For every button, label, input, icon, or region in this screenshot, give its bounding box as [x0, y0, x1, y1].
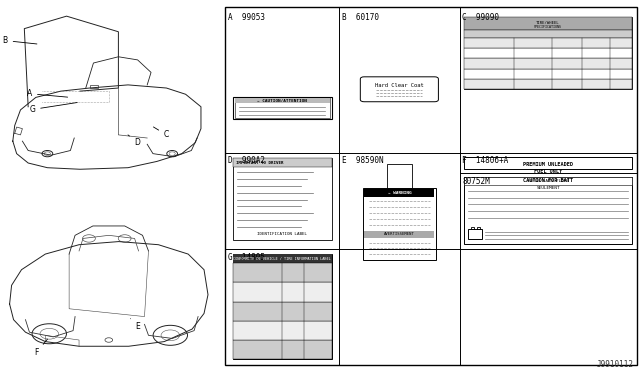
Bar [90, 85, 98, 88]
Text: A  99053: A 99053 [228, 13, 265, 22]
Text: D  990A2: D 990A2 [228, 156, 265, 165]
Bar [362, 188, 436, 260]
Text: F: F [35, 339, 47, 357]
Bar [225, 7, 637, 365]
Bar [464, 79, 632, 89]
Text: Hard Clear Coat: Hard Clear Coat [375, 83, 424, 88]
Bar [464, 177, 632, 185]
Bar [464, 17, 632, 89]
Bar [464, 48, 632, 58]
Text: B  60170: B 60170 [342, 13, 379, 22]
Text: SPECIFICATIONS: SPECIFICATIONS [534, 25, 562, 29]
Bar [471, 227, 474, 229]
Text: D: D [128, 135, 140, 147]
Text: CONFORMITE DE VEHICLE / TIRE INFORMATION LABEL: CONFORMITE DE VEHICLE / TIRE INFORMATION… [234, 257, 331, 261]
Text: IDENTIFICATION LABEL: IDENTIFICATION LABEL [257, 232, 307, 236]
Text: SUPER SANS PLOMB: SUPER SANS PLOMB [527, 179, 569, 183]
Bar [464, 30, 632, 38]
Text: G: G [29, 103, 77, 114]
Text: E  98590N: E 98590N [342, 156, 383, 165]
Bar [233, 282, 332, 302]
Bar [233, 302, 332, 321]
Text: CAUTION FOR BATT: CAUTION FOR BATT [523, 178, 573, 183]
Bar [233, 158, 332, 240]
Bar [235, 98, 330, 103]
Text: IMPORTANT TO DRIVER: IMPORTANT TO DRIVER [236, 161, 284, 164]
Bar [387, 164, 412, 188]
Text: G  14805: G 14805 [228, 253, 265, 262]
Bar [233, 158, 332, 167]
Bar [464, 177, 632, 244]
Bar [365, 231, 435, 238]
Bar [464, 69, 632, 79]
Bar [464, 38, 632, 48]
Text: PREMIUM UNLEADED: PREMIUM UNLEADED [523, 162, 573, 167]
Text: C: C [154, 127, 169, 139]
Bar [464, 17, 632, 30]
Bar [233, 97, 332, 119]
Text: ⚠ CAUTION/ATTENTION: ⚠ CAUTION/ATTENTION [257, 99, 307, 103]
Bar [233, 254, 332, 263]
Text: AVERTISSEMENT: AVERTISSEMENT [384, 232, 415, 236]
Text: TIRE/WHEEL: TIRE/WHEEL [536, 22, 560, 25]
Bar [464, 157, 632, 169]
Bar [233, 321, 332, 340]
Bar [464, 58, 632, 69]
Text: B: B [3, 36, 37, 45]
Bar [235, 98, 330, 118]
Text: A: A [27, 89, 68, 98]
Text: 80752M: 80752M [462, 177, 490, 186]
Bar [365, 189, 435, 197]
Text: FUEL ONLY: FUEL ONLY [534, 169, 562, 174]
Text: C  99090: C 99090 [462, 13, 499, 22]
Bar [233, 254, 332, 359]
Text: SEULEMENT: SEULEMENT [536, 186, 560, 190]
Bar [477, 227, 480, 229]
Bar [233, 263, 332, 282]
Text: F  14806+A: F 14806+A [462, 156, 508, 165]
Bar [468, 229, 482, 239]
Bar [233, 340, 332, 359]
Text: E: E [131, 319, 140, 331]
Text: ⚠ WARNING: ⚠ WARNING [388, 191, 411, 195]
Text: J9910112: J9910112 [596, 360, 634, 369]
